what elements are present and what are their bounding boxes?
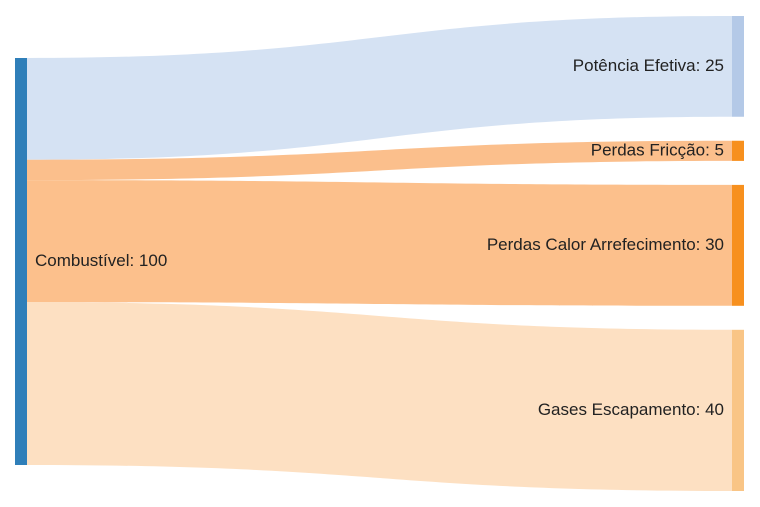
label-gases-escapamento: Gases Escapamento: 40 (538, 400, 724, 419)
link-potencia-efetiva (27, 16, 732, 160)
node-potencia-efetiva (732, 16, 744, 117)
label-perdas-friccao: Perdas Fricção: 5 (591, 140, 724, 159)
node-perdas-friccao (732, 140, 744, 161)
node-perdas-calor-arrefecimento (732, 184, 744, 306)
source-label: Combustível: 100 (35, 251, 167, 270)
node-gases-escapamento (732, 329, 744, 491)
link-perdas-friccao (27, 140, 732, 181)
label-perdas-calor-arrefecimento: Perdas Calor Arrefecimento: 30 (487, 235, 724, 254)
label-potencia-efetiva: Potência Efetiva: 25 (573, 56, 724, 75)
sankey-nodes (15, 16, 744, 491)
link-perdas-calor-arrefecimento (27, 180, 732, 306)
sankey-links (27, 16, 732, 491)
node-combustivel (15, 58, 27, 465)
link-gases-escapamento (27, 302, 732, 491)
sankey-labels: Combustível: 100 Potência Efetiva: 25 Per… (35, 56, 724, 419)
